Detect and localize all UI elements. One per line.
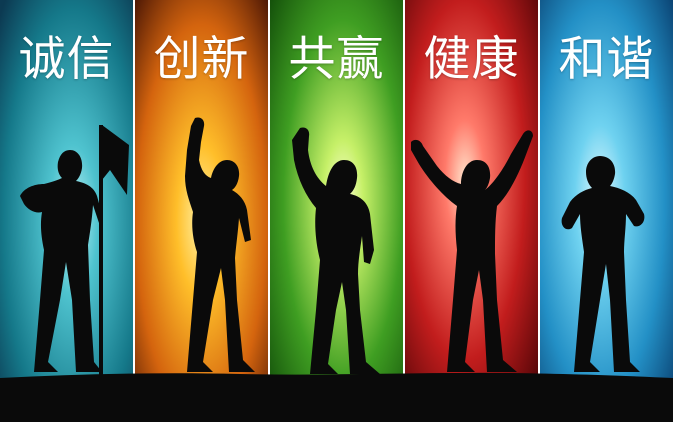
ground-silhouette [0, 372, 673, 422]
panel-integrity-background [0, 0, 133, 400]
person-silhouette [561, 156, 645, 372]
panel-label: 共赢 [288, 32, 385, 87]
panel-label: 和谐 [558, 32, 655, 87]
flag [102, 125, 129, 195]
person-silhouette [411, 130, 533, 372]
panel-win-win-background [270, 0, 403, 400]
panel-harmony: 和谐 [540, 0, 673, 400]
panel-innovation-background [135, 0, 268, 400]
person-silhouette [20, 150, 103, 372]
panel-health: 健康 [405, 0, 538, 400]
panel-integrity: 诚信 [0, 0, 133, 400]
panel-label: 创新 [153, 32, 250, 87]
panel-innovation: 创新 [135, 0, 268, 400]
person-silhouette [185, 117, 255, 373]
person-silhouette [292, 127, 380, 375]
flag-pole [99, 125, 103, 375]
panel-harmony-background [540, 0, 673, 400]
panel-health-background [405, 0, 538, 400]
panel-label: 诚信 [18, 32, 115, 87]
panel-win-win: 共赢 [270, 0, 403, 400]
panel-label: 健康 [423, 32, 520, 87]
